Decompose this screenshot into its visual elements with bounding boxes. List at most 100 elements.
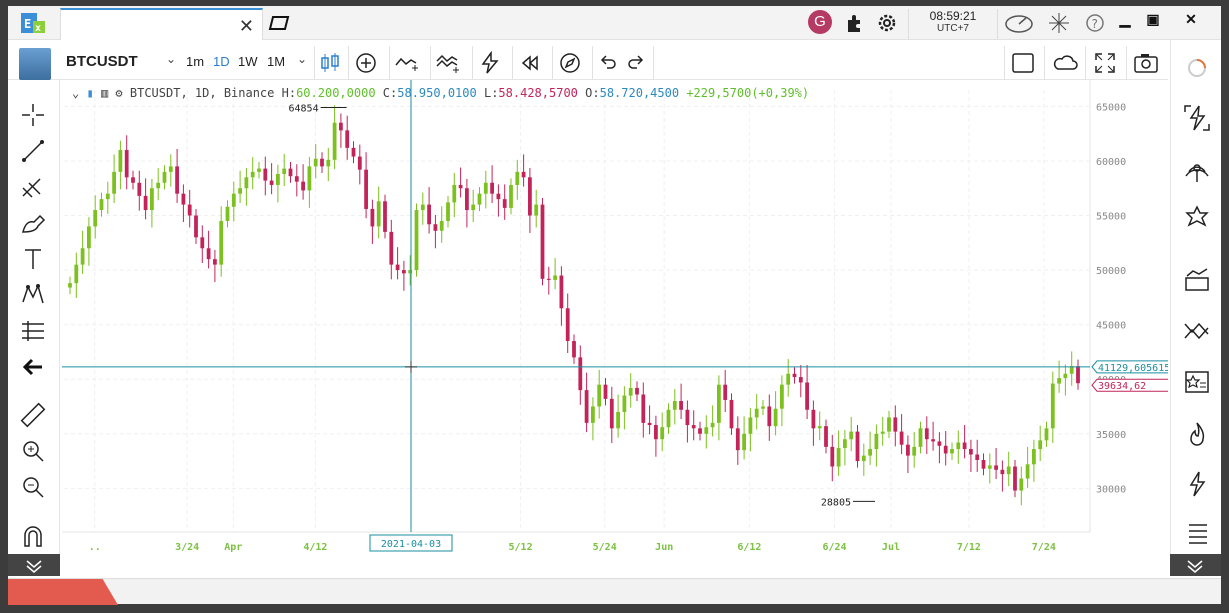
interval-dropdown-icon[interactable]: ⌄ [297, 52, 308, 66]
candle-body [943, 445, 948, 454]
x-tick-label: 3/24 [175, 542, 199, 553]
crosshair-cursor-icon[interactable] [20, 102, 46, 128]
lightning-icon[interactable] [1183, 470, 1211, 498]
y-tick-label: 65000 [1096, 102, 1126, 113]
price-chart[interactable]: 6500060000550005000045000400003500030000… [62, 80, 1168, 580]
symbol-name[interactable]: BTCUSDT [66, 53, 138, 70]
x-tick-label: 6/12 [737, 542, 761, 553]
crosshair-sync-icon[interactable] [1048, 12, 1070, 34]
close-window-button[interactable]: ✕ [1185, 11, 1197, 27]
zoom-in-icon[interactable] [20, 438, 46, 464]
candle-body [269, 180, 274, 185]
candle-body [647, 422, 652, 426]
collapse-legend-icon[interactable]: ⌄ [72, 86, 80, 100]
alert-icon[interactable] [478, 51, 502, 75]
last-price-box [1091, 378, 1168, 392]
screenshot-camera-icon[interactable] [1133, 51, 1159, 75]
pattern-tool-icon[interactable] [20, 282, 46, 308]
right-collapse-button[interactable] [1170, 554, 1221, 576]
candle-body [622, 395, 627, 412]
settings-gear-icon[interactable] [876, 12, 898, 34]
plugin-puzzle-icon[interactable] [1183, 204, 1211, 232]
title-bar: E x ✕ G 08:59:21 UTC+7 [8, 6, 1221, 40]
help-icon[interactable]: ? [1084, 12, 1106, 34]
minimize-button[interactable]: ▁ [1119, 11, 1131, 27]
extensions-icon[interactable] [844, 12, 866, 34]
candles-style-icon[interactable] [318, 51, 342, 75]
x-tick-label: 7/24 [1032, 542, 1056, 553]
candle-body [767, 406, 772, 427]
signal-tower-icon[interactable] [1183, 158, 1211, 186]
x-tick-label: Jul [882, 542, 900, 553]
replay-icon[interactable] [518, 51, 542, 75]
crosshair-date-box [369, 534, 453, 552]
browser-tab[interactable]: ✕ [60, 8, 263, 40]
candle-body [975, 454, 980, 460]
interval-1m[interactable]: 1m [186, 54, 205, 69]
back-arrow-icon[interactable] [20, 354, 46, 380]
candle-body [887, 417, 891, 432]
news-list-icon[interactable] [1183, 518, 1211, 546]
interval-1mo[interactable]: 1M [267, 54, 286, 69]
candle-body [68, 283, 72, 288]
text-tool-icon[interactable] [20, 246, 46, 272]
candle-body [206, 248, 211, 260]
close-tab-icon[interactable]: ✕ [238, 16, 254, 36]
add-indicator-icon[interactable] [354, 51, 378, 75]
layout-icon[interactable] [1011, 51, 1035, 75]
market-watch-icon[interactable] [1183, 266, 1211, 294]
candle-body [1032, 449, 1036, 465]
loading-spinner-icon [1188, 59, 1206, 77]
prediction-tool-icon[interactable] [20, 318, 46, 344]
left-collapse-button[interactable] [8, 554, 60, 576]
legend-settings-icon[interactable]: ⚙ [115, 86, 123, 100]
correlation-icon[interactable] [1183, 318, 1211, 346]
candle-body [496, 193, 501, 200]
legend-l-label: L: [483, 86, 499, 100]
candle-body [408, 270, 413, 274]
indicators-icon[interactable] [395, 51, 419, 75]
legend-low: 58.428,5700 [498, 86, 578, 100]
speed-gauge-icon[interactable] [1004, 12, 1034, 34]
fast-trade-icon[interactable] [1183, 104, 1211, 132]
drawing-toolbar [8, 80, 60, 576]
mouse-cursor [405, 360, 417, 373]
redo-icon[interactable] [624, 51, 648, 75]
magnet-icon[interactable] [20, 524, 46, 550]
ruler-icon[interactable] [20, 402, 46, 428]
candle-body [597, 384, 602, 407]
candle-body [433, 224, 438, 231]
compare-icon[interactable] [436, 51, 460, 75]
candle-body [956, 442, 961, 450]
symbol-dropdown-icon[interactable]: ⌄ [166, 52, 177, 66]
svg-text:?: ? [1091, 17, 1098, 31]
undo-icon[interactable] [596, 51, 620, 75]
toolbar-divider [389, 46, 390, 80]
symbol-thumbnail[interactable] [19, 48, 51, 80]
compass-icon[interactable] [558, 51, 582, 75]
candle-body [383, 201, 387, 232]
fib-tools-icon[interactable] [20, 174, 46, 200]
zoom-out-icon[interactable] [20, 474, 46, 500]
maximize-button[interactable]: ▣ [1146, 11, 1160, 27]
candle-body [105, 193, 110, 200]
trend-line-icon[interactable] [20, 138, 46, 164]
interval-1w[interactable]: 1W [238, 54, 258, 69]
candle-body [187, 204, 192, 216]
candle-body [414, 210, 419, 271]
brush-icon[interactable] [20, 210, 46, 236]
candle-body [843, 439, 847, 448]
fullscreen-icon[interactable] [1093, 51, 1117, 75]
watchlist-star-icon[interactable] [1183, 368, 1211, 396]
candle-body [357, 156, 362, 170]
hot-list-flame-icon[interactable] [1183, 420, 1211, 448]
new-tab-icon[interactable] [268, 14, 290, 32]
cloud-save-icon[interactable] [1051, 51, 1079, 75]
candle-body [99, 199, 104, 211]
candle-body [156, 182, 161, 189]
interval-1d[interactable]: 1D [213, 54, 230, 69]
candle-body [735, 428, 740, 451]
user-avatar[interactable]: G [808, 10, 832, 34]
candle-body [565, 308, 570, 342]
bookmark-icon[interactable]: ▮ [86, 86, 94, 100]
